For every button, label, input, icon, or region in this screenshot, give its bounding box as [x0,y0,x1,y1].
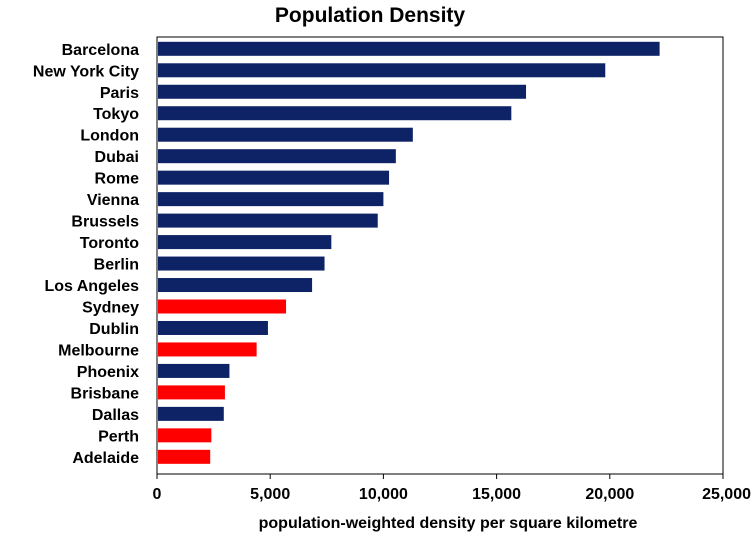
bar-berlin [158,256,325,271]
category-label-brussels: Brussels [71,214,139,231]
category-label-sydney: Sydney [82,300,139,317]
bars-group [158,41,660,464]
category-label-tokyo: Tokyo [93,106,139,123]
x-tick-label: 10,000 [359,486,408,503]
bar-sydney [158,299,287,314]
x-tick-label: 15,000 [472,486,521,503]
bar-dublin [158,320,268,335]
category-label-berlin: Berlin [94,257,139,274]
bar-phoenix [158,363,230,378]
bar-brisbane [158,385,225,400]
category-label-vienna: Vienna [87,192,139,209]
bar-vienna [158,192,384,207]
x-axis-ticks-group [156,474,724,479]
category-label-dubai: Dubai [95,149,139,166]
x-axis-tick-labels-group: 0 5,000 10,000 15,000 20,000 25,000 [153,486,752,503]
bar-toronto [158,235,332,250]
bar-dubai [158,149,396,164]
x-tick-label: 25,000 [702,486,751,503]
category-label-los-angeles: Los Angeles [44,278,139,295]
bar-paris [158,84,527,99]
category-labels-group: Barcelona New York City Paris Tokyo London Du… [33,42,139,467]
x-tick-label: 0 [153,486,162,503]
category-label-toronto: Toronto [80,235,139,252]
bar-adelaide [158,449,211,464]
category-label-london: London [80,128,139,145]
category-label-brisbane: Brisbane [71,385,140,402]
chart-title: Population Density [275,4,466,27]
bar-london [158,127,413,142]
category-label-phoenix: Phoenix [77,364,139,381]
category-label-adelaide: Adelaide [72,450,139,467]
category-label-perth: Perth [98,428,139,445]
x-tick-label: 20,000 [585,486,634,503]
category-label-paris: Paris [100,85,139,102]
x-axis-title: population-weighted density per square k… [259,515,638,532]
bar-dallas [158,406,224,421]
bar-los-angeles [158,278,313,293]
category-label-new-york-city: New York City [33,63,139,80]
category-label-barcelona: Barcelona [62,42,139,59]
x-tick-label: 5,000 [250,486,290,503]
category-label-dallas: Dallas [92,407,139,424]
bar-barcelona [158,41,660,56]
bar-new-york-city [158,63,606,78]
category-label-melbourne: Melbourne [58,342,139,359]
bar-brussels [158,213,378,228]
plot-area-frame [156,36,724,475]
category-label-dublin: Dublin [89,321,139,338]
bar-melbourne [158,342,257,357]
bar-rome [158,170,390,185]
category-label-rome: Rome [95,171,140,188]
bar-perth [158,428,212,443]
bar-tokyo [158,106,512,121]
